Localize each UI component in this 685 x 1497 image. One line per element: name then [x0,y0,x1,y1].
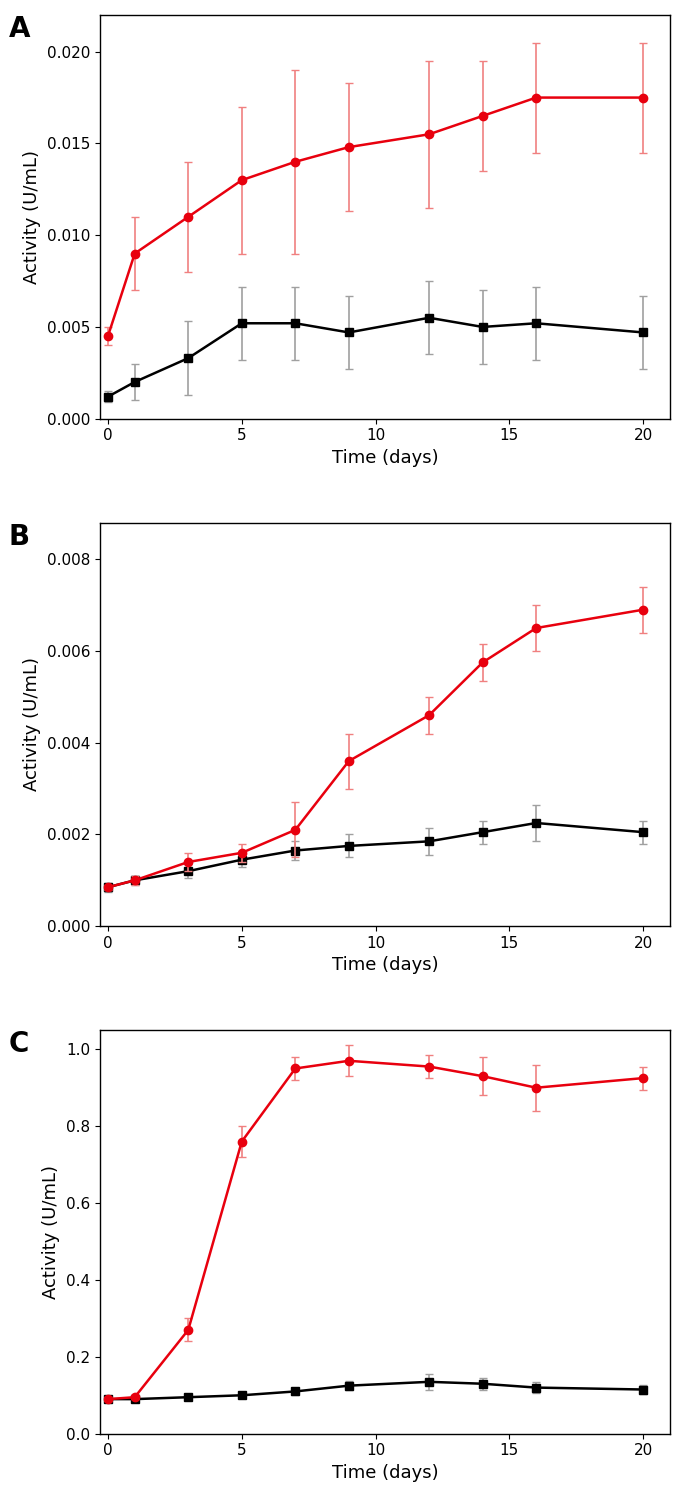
Y-axis label: Activity (U/mL): Activity (U/mL) [23,657,41,792]
Text: B: B [9,522,30,551]
Text: C: C [9,1030,29,1058]
X-axis label: Time (days): Time (days) [332,1464,438,1482]
Y-axis label: Activity (U/mL): Activity (U/mL) [23,150,41,284]
Text: A: A [9,15,30,43]
X-axis label: Time (days): Time (days) [332,957,438,975]
X-axis label: Time (days): Time (days) [332,449,438,467]
Y-axis label: Activity (U/mL): Activity (U/mL) [42,1165,60,1299]
